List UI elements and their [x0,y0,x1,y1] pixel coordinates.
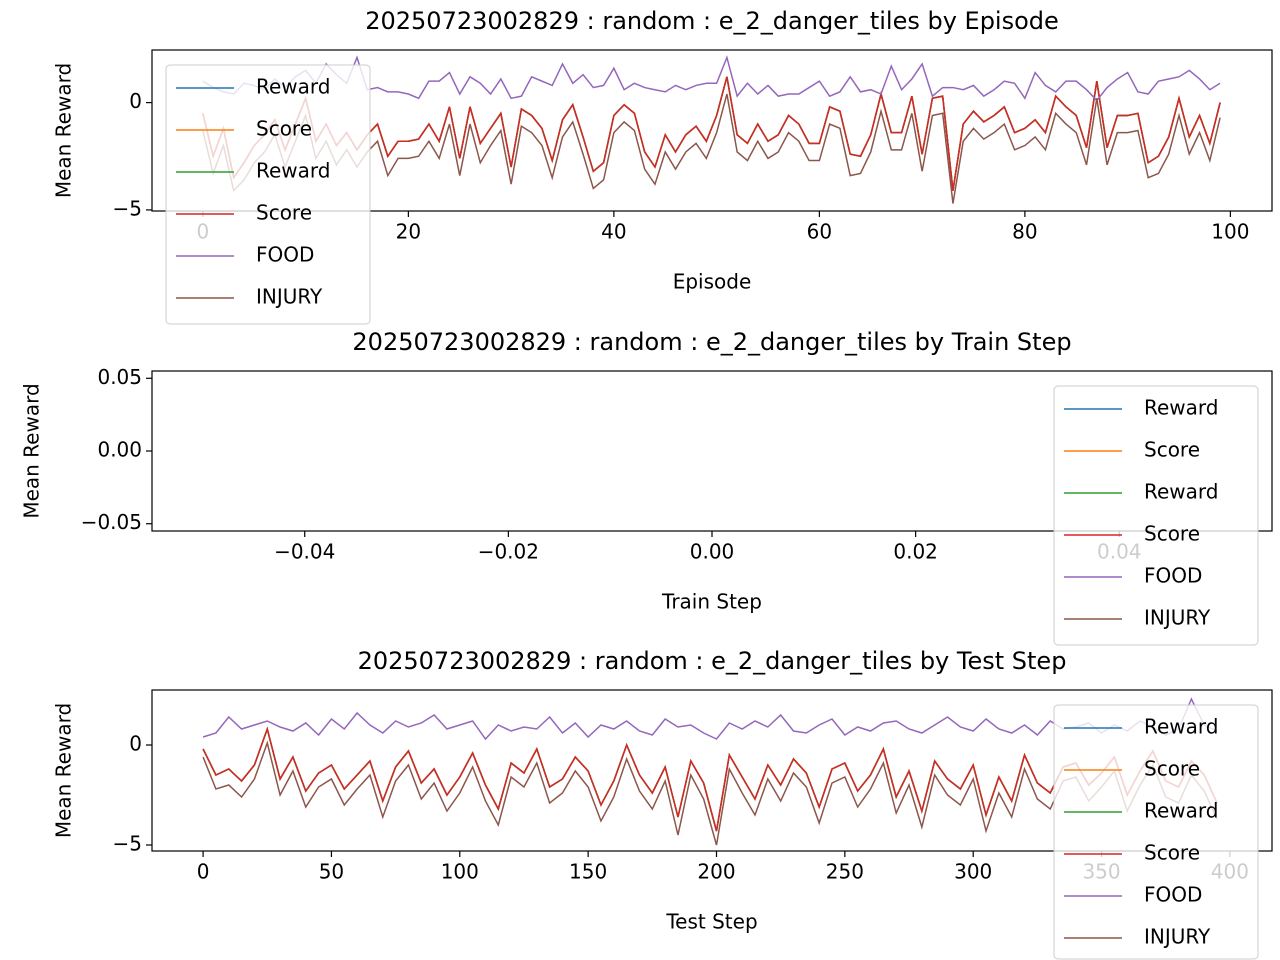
x-axis-label: Test Step [665,910,757,934]
legend-label: Score [1144,841,1200,865]
data-line [202,740,1218,846]
legend-label: INJURY [1144,606,1211,630]
x-tick-label: 150 [569,860,607,884]
chart-title: 20250723002829 : random : e_2_danger_til… [352,328,1071,356]
x-tick-label: 50 [319,860,344,884]
legend-label: FOOD [1144,883,1202,907]
y-tick-label: −5 [113,832,142,856]
plot-frame [151,49,1273,212]
legend-label: INJURY [256,285,323,309]
x-tick-label: −0.04 [274,540,335,564]
y-tick-label: −0.05 [81,510,142,534]
x-tick-label: 20 [396,220,421,244]
x-tick-label: 200 [697,860,735,884]
y-tick-label: 0 [129,732,142,756]
data-line [202,93,1221,204]
x-tick-label: 40 [601,220,626,244]
x-tick-label: 100 [1211,220,1249,244]
y-tick-label: 0.05 [97,365,142,389]
y-axis-label: Mean Reward [52,703,76,838]
plot-frame [151,370,1273,532]
legend-label: Score [256,201,312,225]
legend-label: FOOD [1144,564,1202,588]
legend-label: Reward [1144,480,1218,504]
legend-label: Reward [256,75,330,99]
legend-box [1053,704,1259,960]
x-tick-label: 80 [1012,220,1037,244]
legend-label: Score [1144,757,1200,781]
x-tick-label: 0.00 [690,540,735,564]
y-axis-label: Mean Reward [52,63,76,198]
x-tick-label: 60 [807,220,832,244]
legend-label: Score [1144,438,1200,462]
legend-label: Reward [256,159,330,183]
x-axis-label: Episode [673,270,752,294]
chart-title: 20250723002829 : random : e_2_danger_til… [358,647,1067,675]
chart-title: 20250723002829 : random : e_2_danger_til… [365,7,1059,35]
x-tick-label: 250 [826,860,864,884]
y-tick-label: 0.00 [97,438,142,462]
x-tick-label: 100 [441,860,479,884]
x-tick-label: 0 [197,860,210,884]
legend-label: Reward [1144,715,1218,739]
x-tick-label: 0.02 [893,540,938,564]
data-line [202,55,1221,102]
x-axis-label: Train Step [661,590,762,614]
x-tick-label: −0.02 [478,540,539,564]
legend-label: Reward [1144,396,1218,420]
legend-label: FOOD [256,243,314,267]
data-line [202,76,1221,191]
legend-label: Score [256,117,312,141]
y-tick-label: 0 [129,89,142,113]
y-axis-label: Mean Reward [20,383,44,518]
legend-label: Score [1144,522,1200,546]
plot-frame [151,689,1273,852]
data-line [202,726,1218,832]
data-line [202,697,1218,741]
x-tick-label: 300 [954,860,992,884]
legend-label: INJURY [1144,925,1211,949]
legend-label: Reward [1144,799,1218,823]
y-tick-label: −5 [113,196,142,220]
